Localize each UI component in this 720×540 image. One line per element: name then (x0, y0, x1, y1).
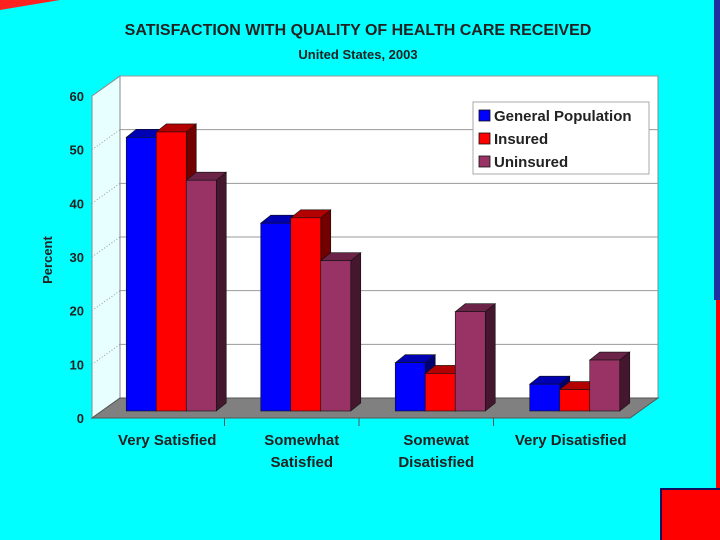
bar-side (484, 303, 496, 412)
x-tick-label: Very Satisfied (118, 432, 216, 449)
bar (559, 389, 591, 412)
x-tick-label: Very Disatisfied (515, 432, 627, 449)
bar (260, 222, 292, 412)
bar (424, 373, 456, 412)
legend-box (472, 101, 650, 175)
y-tick-label: 50 (70, 143, 84, 158)
y-tick-label: 40 (70, 196, 84, 211)
bar (454, 311, 486, 412)
x-tick-label: Somewat (403, 432, 469, 449)
bar (125, 137, 157, 412)
bars (125, 123, 631, 412)
legend-swatch (478, 132, 491, 145)
corner-decoration-bottom-right (660, 488, 720, 540)
legend-swatch (478, 109, 491, 122)
corner-decoration-top-left (0, 0, 60, 10)
legend-label: Insured (494, 131, 548, 148)
x-tick-label: Satisfied (270, 454, 333, 471)
axes: 0 10 20 30 40 50 60 Very Satisfied Somewhat Satis… (70, 89, 630, 471)
bar-side (619, 351, 631, 412)
legend-label: Uninsured (494, 154, 568, 171)
corner-decoration-right-edge-red (716, 300, 720, 490)
legend: General Population Insured Uninsured (472, 101, 650, 175)
bar-side (215, 171, 227, 412)
bar (529, 383, 561, 412)
bar (155, 131, 187, 412)
y-tick-label: 60 (70, 89, 84, 104)
bar (185, 179, 217, 412)
y-tick-label: 0 (77, 411, 84, 426)
bar (589, 359, 621, 412)
y-axis-label: Percent (40, 235, 55, 283)
legend-label: General Population (494, 108, 632, 125)
chart-title: SATISFACTION WITH QUALITY OF HEALTH CARE… (125, 22, 592, 39)
legend-swatch (478, 155, 491, 168)
x-tick-label: Somewhat (264, 432, 339, 449)
y-tick-label: 30 (70, 250, 84, 265)
y-tick-label: 10 (70, 357, 84, 372)
x-tick-label: Disatisfied (398, 454, 474, 471)
bar-side (350, 252, 362, 412)
bar (290, 217, 322, 412)
chart-subtitle: United States, 2003 (298, 47, 417, 62)
y-tick-label: 20 (70, 304, 84, 319)
bar (394, 362, 426, 412)
plot-side-wall (91, 75, 121, 419)
bar (320, 260, 352, 412)
corner-decoration-right-edge (714, 0, 720, 300)
